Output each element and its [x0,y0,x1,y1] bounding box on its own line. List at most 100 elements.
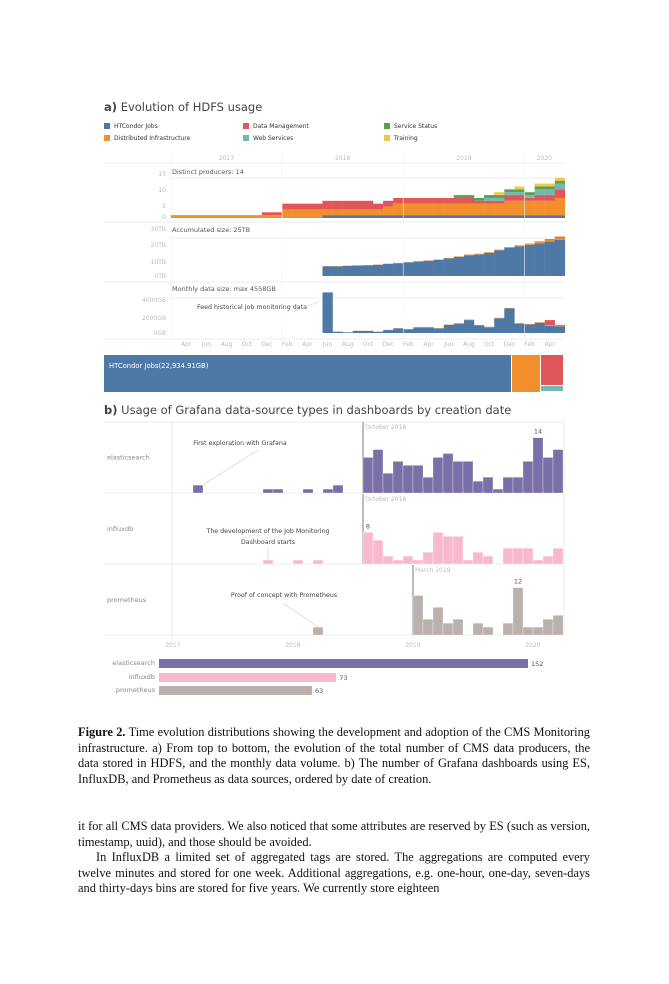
bar-influxdb [292,559,304,565]
x-tick-label-2018: 2018 [285,642,300,649]
bar-htcondor-jobs [342,265,353,276]
bar-distributed-infrastructure [453,203,465,216]
bar-htcondor-jobs [554,240,566,276]
month-label: Apr [181,341,192,348]
legend-swatch-datamgmt [243,123,249,129]
bar-prometheus [422,619,434,636]
bar-prometheus [552,615,564,636]
bar-prometheus [452,619,464,636]
max-value-label: 8 [366,522,370,530]
bar-training [544,183,555,187]
bar-service-status [554,180,566,184]
bar-distributed-infrastructure [282,209,293,218]
bar-htcondor-jobs [413,215,424,218]
bar-training [514,186,525,190]
bar-distributed-infrastructure [393,203,404,216]
bar-data-management [544,195,555,201]
month-label: Apr [302,341,313,348]
bar-htcondor-jobs [474,254,485,276]
bar-prometheus [542,619,554,636]
bar-distributed-infrastructure [241,215,252,218]
bar-distributed-infrastructure [251,215,263,218]
bar-htcondor-jobs [514,246,525,276]
bar-data-management [554,324,566,326]
bar-elasticsearch [272,488,284,494]
bar-htcondor-jobs [423,327,434,333]
bar-elasticsearch [482,477,494,494]
bar-htcondor-jobs [554,326,566,333]
bar-data-management [544,320,555,325]
datasource-totals: elasticsearch 152 influxdb 73 prometheus 63 [112,659,543,695]
figure-b-bars: 14 8 12 First exploration with Grafana The d… [192,428,564,636]
bar-htcondor-jobs [554,215,566,218]
bar-data-management [423,197,434,204]
bar-elasticsearch [382,473,394,494]
bar-htcondor-jobs [534,215,545,218]
bar-service-status [494,195,505,198]
bar-htcondor-jobs [403,262,414,276]
bar-distributed-infrastructure [211,215,222,218]
bar-htcondor-jobs [544,325,555,333]
bar-distributed-infrastructure [524,200,535,216]
bar-distributed-infrastructure [514,200,525,216]
bar-distributed-infrastructure [191,215,202,218]
month-label: Apr [423,341,434,348]
bar-web-services [544,189,555,196]
bar-data-management [362,200,374,210]
bar-elasticsearch [432,457,444,494]
bar-elasticsearch [402,465,414,494]
treemap-datamgmt [541,355,563,385]
y-tick-label: 0TB [154,273,166,280]
legend-label-websvc: Web Services [253,135,293,142]
bar-data-management [463,197,475,204]
bar-influxdb [522,548,534,565]
month-label: Oct [363,341,374,348]
figure-a-bars [171,170,566,333]
bar-influxdb [502,548,514,565]
month-label: Jun [443,341,454,348]
bar-data-management [504,195,515,201]
bar-htcondor-jobs [443,215,454,218]
bar-data-management [403,197,414,204]
legend-swatch-svcstatus [384,123,390,129]
bar-prometheus [482,626,494,636]
bar-htcondor-jobs [383,215,394,218]
bar-distributed-infrastructure [504,307,515,309]
bar-distributed-infrastructure [292,209,303,218]
bar-htcondor-jobs [514,323,525,333]
bar-distributed-infrastructure [261,215,273,218]
bar-distributed-infrastructure [433,203,444,216]
bar-htcondor-jobs [423,215,434,218]
bar-distributed-infrastructure [463,254,475,256]
bar-htcondor-jobs [362,265,374,276]
bar-service-status [484,195,495,198]
bar-htcondor-jobs [474,325,485,333]
bar-distributed-infrastructure [534,200,545,216]
bar-service-status [534,186,545,190]
bar-influxdb [452,536,464,565]
bar-distributed-infrastructure [383,206,394,216]
bar-htcondor-jobs [524,324,535,333]
bar-distributed-infrastructure [302,209,313,218]
total-value-elasticsearch: 152 [531,660,543,668]
max-value-label: 12 [514,578,522,586]
annotation-influxdb: Dashboard starts [241,539,295,546]
bar-distributed-infrastructure [181,215,192,218]
bar-htcondor-jobs [484,215,495,218]
total-label-influxdb: influxdb [129,673,155,681]
bar-data-management [453,197,465,204]
bar-distributed-infrastructure [312,209,323,218]
bar-influxdb [412,559,424,565]
y-tick-label: 4000GB [142,297,166,304]
bar-influxdb [372,540,384,565]
bar-web-services [554,183,566,190]
bar-data-management [383,200,394,207]
bar-htcondor-jobs [504,308,515,333]
bar-htcondor-jobs [352,330,364,333]
x-tick-label-2019: 2019 [405,642,420,649]
bar-htcondor-jobs [544,215,555,218]
bar-htcondor-jobs [383,330,394,333]
bar-distributed-infrastructure [554,237,566,240]
bar-htcondor-jobs [373,331,384,333]
x-tick-label-2017: 2017 [165,642,180,649]
